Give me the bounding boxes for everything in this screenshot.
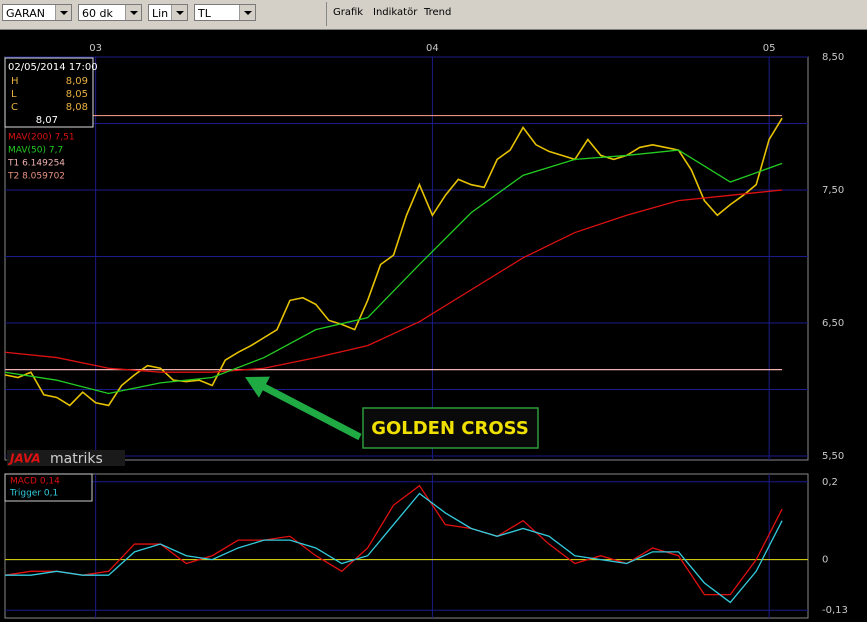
info-label: L: [11, 89, 17, 100]
legend-entry: T1 6.149254: [7, 159, 65, 169]
y-tick-label: 6,50: [822, 318, 844, 329]
symbol-dropdown[interactable]: GARAN: [2, 4, 72, 21]
dropdown-text: Lin: [152, 7, 169, 20]
dropdown-arrow[interactable]: [171, 5, 187, 20]
legend-entry: MACD 0,14: [10, 477, 60, 487]
background: [0, 30, 867, 622]
y-tick-label: 8,50: [822, 52, 844, 63]
x-tick-label: 03: [89, 43, 102, 54]
y-tick-label: 0,2: [822, 477, 838, 488]
y-tick-label: -0,13: [822, 605, 848, 616]
scale-dropdown[interactable]: Lin: [148, 4, 188, 21]
logo-part: JAVA: [8, 452, 41, 466]
menu-item[interactable]: Indikatör: [373, 7, 418, 18]
series-line: [4, 189, 783, 373]
y-tick-label: 5,50: [822, 451, 844, 462]
annotation-arrow: [262, 383, 362, 441]
logo-part: matriks: [50, 451, 103, 467]
legend-entry: T2 8.059702: [7, 172, 65, 182]
series-line: [4, 484, 783, 596]
dropdown-arrow[interactable]: [239, 5, 255, 20]
info-label: C: [11, 102, 18, 113]
toolbar: GARAN 60 dk Lin TL Grafik Indikatör Tren…: [0, 0, 867, 30]
info-value: 8,05: [66, 89, 88, 100]
x-tick-label: 04: [426, 43, 439, 54]
annotation-box: [362, 407, 539, 449]
currency-dropdown[interactable]: TL: [194, 4, 256, 21]
info-box: [4, 57, 94, 128]
annotation-text: GOLDEN CROSS: [371, 418, 529, 439]
series-line: [4, 149, 783, 395]
info-label: H: [11, 76, 19, 87]
series-line: [4, 117, 783, 407]
macd-panel-frame: [4, 473, 809, 619]
legend-entry: MAV(200) 7,51: [8, 133, 75, 143]
dropdown-text: 60 dk: [82, 7, 113, 20]
macd-legend-box: [4, 473, 93, 502]
series-line: [5, 492, 783, 604]
info-date: 02/05/2014 17:00: [8, 62, 98, 73]
y-tick-label: 0: [822, 555, 828, 566]
menu-item[interactable]: Trend: [424, 7, 452, 18]
info-value: 8,09: [66, 76, 88, 87]
separator: [326, 2, 327, 26]
annotation-arrowhead: [245, 376, 270, 398]
marks: [4, 114, 783, 604]
dropdown-text: GARAN: [6, 7, 45, 20]
legend-entry: Trigger 0,1: [9, 489, 58, 499]
grid: 5,50 6,50 7,50 8,50 03 04 05 0,2 0 -0,13: [5, 43, 848, 618]
logo-bg: [7, 450, 125, 466]
dropdown-arrow[interactable]: [55, 5, 71, 20]
info-value: 8,08: [66, 102, 88, 113]
y-tick-label: 7,50: [822, 185, 844, 196]
period-dropdown[interactable]: 60 dk: [78, 4, 142, 21]
legend-entry: MAV(50) 7,7: [8, 146, 63, 156]
dropdown-text: TL: [198, 7, 211, 20]
dropdown-arrow[interactable]: [125, 5, 141, 20]
x-tick-label: 05: [763, 43, 776, 54]
menu-item[interactable]: Grafik: [333, 7, 364, 18]
info-last: 8,07: [36, 115, 58, 126]
